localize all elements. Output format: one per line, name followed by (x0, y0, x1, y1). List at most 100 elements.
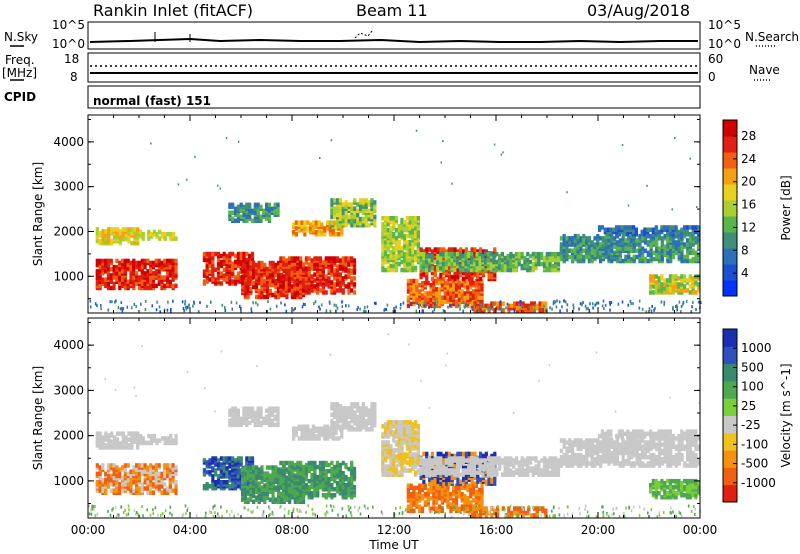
echo-cell (495, 259, 499, 265)
echo-cell (688, 225, 692, 230)
echo-cell (336, 402, 340, 407)
echo-cell (447, 305, 449, 309)
echo-cell (469, 291, 473, 296)
echo-cell (293, 489, 297, 494)
echo-cell (95, 231, 99, 236)
echo-cell (500, 251, 504, 257)
echo-cell (267, 418, 272, 424)
echo-cell (95, 431, 99, 436)
echo-cell (436, 300, 439, 304)
echo-cell (313, 302, 315, 306)
echo-cell (632, 254, 636, 260)
echo-cell (314, 220, 318, 225)
echo-cell (293, 474, 297, 480)
echo-cell (356, 220, 360, 226)
echo-cell (265, 495, 270, 500)
echo-cell (129, 488, 133, 493)
echo-cell (327, 493, 331, 498)
echo-cell (526, 267, 530, 273)
echo-cell (654, 280, 658, 285)
echo-cell (202, 273, 206, 278)
echo-cell (287, 466, 291, 472)
echo-cell (397, 224, 401, 229)
echo-cell (632, 232, 636, 237)
echo-cell (344, 489, 348, 494)
echo-cell (392, 232, 396, 237)
echo-cell (405, 233, 409, 239)
echo-cell (276, 202, 280, 208)
echo-cell (314, 224, 318, 229)
echo-cell (124, 439, 128, 444)
echo-cell (394, 216, 399, 221)
echo-cell (257, 487, 261, 492)
echo-cell (330, 139, 333, 142)
echo-cell (425, 253, 429, 259)
echo-cell (330, 268, 334, 273)
echo-cell (186, 178, 188, 181)
echo-cell (484, 265, 488, 270)
echo-cell (330, 256, 334, 261)
echo-cell (352, 484, 357, 490)
echo-cell (205, 257, 209, 263)
echo-cell (344, 204, 348, 209)
echo-cell (680, 227, 684, 232)
echo-cell (352, 290, 357, 295)
echo-cell (599, 242, 603, 247)
echo-cell (512, 253, 516, 259)
echo-cell (225, 466, 229, 471)
echo-cell (347, 476, 351, 482)
echo-cell (163, 258, 167, 264)
echo-cell (110, 227, 114, 232)
echo-cell (617, 232, 621, 237)
echo-cell (115, 258, 119, 264)
echo-cell (533, 310, 536, 314)
echo-cell (243, 495, 247, 500)
echo-cell (462, 276, 466, 282)
echo-cell (676, 306, 678, 310)
echo-cell (381, 267, 385, 273)
echo-cell (277, 477, 281, 482)
echo-cell (174, 484, 178, 489)
echo-cell (493, 301, 497, 306)
echo-cell (321, 276, 325, 281)
echo-cell (294, 232, 298, 237)
echo-cell (171, 275, 175, 280)
echo-cell (211, 478, 215, 483)
echo-cell (253, 410, 257, 415)
echo-cell (257, 288, 261, 294)
echo-cell (246, 272, 250, 278)
echo-cell (274, 284, 278, 290)
echo-cell (163, 440, 167, 446)
echo-cell (429, 282, 433, 288)
echo-cell (437, 295, 442, 300)
echo-cell (540, 261, 544, 267)
echo-cell (652, 250, 656, 256)
echo-cell (333, 282, 337, 287)
echo-cell (663, 278, 667, 283)
echo-cell (519, 300, 521, 304)
echo-cell (381, 247, 385, 253)
echo-cell (676, 304, 678, 308)
echo-cell (613, 250, 617, 256)
echo-cell (492, 302, 494, 306)
echo-cell (624, 246, 628, 251)
echo-cell (252, 284, 256, 290)
echo-cell (304, 462, 308, 468)
echo-cell (528, 253, 533, 259)
echo-cell (373, 214, 377, 220)
echo-cell (321, 266, 325, 271)
echo-cell (294, 307, 296, 311)
echo-cell (121, 309, 124, 313)
echo-cell (347, 304, 350, 308)
echo-cell (596, 254, 600, 260)
echo-cell (104, 237, 108, 242)
mode-label: normal (fast) 151 (93, 94, 211, 108)
echo-cell (428, 265, 432, 270)
echo-cell (334, 232, 338, 237)
echo-cell (671, 227, 675, 232)
echo-cell (323, 424, 327, 429)
echo-cell (250, 257, 255, 263)
echo-cell (260, 485, 264, 490)
echo-cell (299, 460, 303, 466)
echo-cell (421, 309, 424, 313)
